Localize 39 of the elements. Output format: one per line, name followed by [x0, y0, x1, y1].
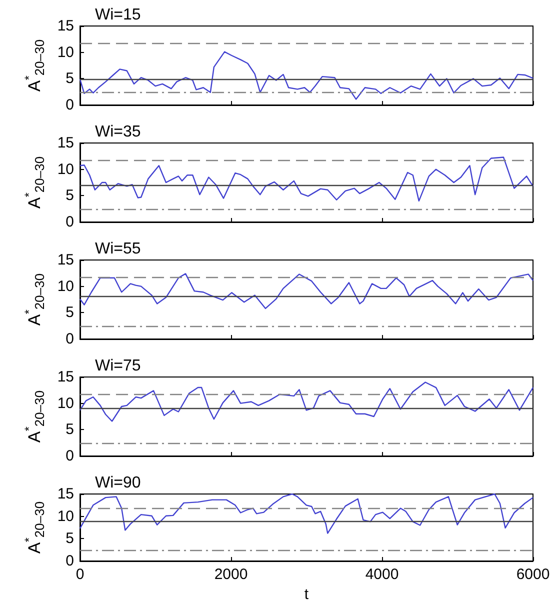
y-axis-title: A*20–30: [22, 390, 47, 443]
y-tick-label: 10: [57, 160, 74, 178]
y-tick-label: 15: [57, 134, 74, 152]
line-series: [79, 273, 534, 310]
y-tick-label: 0: [66, 330, 74, 348]
y-tick-label: 15: [57, 486, 74, 502]
y-axis-title: A*20–30: [22, 273, 47, 326]
y-tick-label: 10: [57, 394, 74, 412]
y-axis-title: A*20–30: [22, 501, 47, 554]
y-tick-label: 15: [57, 368, 74, 386]
x-tick-label: 6000: [516, 566, 550, 583]
chart-title: Wi=55: [95, 240, 141, 258]
y-tick-label: 0: [66, 448, 74, 464]
y-tick-label: 0: [66, 552, 74, 570]
chart-title: Wi=75: [95, 358, 141, 374]
x-tick-label: 4000: [365, 566, 399, 583]
y-tick-label: 10: [57, 508, 74, 525]
y-tick-label: 10: [57, 44, 74, 61]
y-tick-label: 0: [66, 214, 74, 230]
y-tick-label: 5: [66, 187, 74, 204]
y-tick-label: 5: [66, 530, 74, 548]
x-axis-title: t: [304, 586, 310, 601]
x-tick-label: 2000: [214, 566, 248, 583]
y-tick-label: 5: [66, 70, 74, 88]
y-tick-label: 15: [57, 18, 74, 34]
y-axis-title: A*20–30: [22, 156, 47, 209]
y-axis-title: A*20–30: [22, 39, 47, 92]
chart-title: Wi=15: [95, 6, 141, 24]
line-series: [79, 156, 534, 202]
line-series: [79, 382, 534, 422]
y-tick-label: 0: [66, 96, 74, 114]
y-tick-label: 15: [57, 252, 74, 268]
y-tick-label: 5: [66, 421, 74, 438]
line-series: [79, 493, 534, 534]
line-series: [79, 51, 534, 100]
y-tick-label: 10: [57, 278, 74, 295]
chart-title: Wi=90: [95, 474, 141, 492]
y-tick-label: 5: [66, 304, 74, 322]
chart-title: Wi=35: [95, 124, 141, 140]
